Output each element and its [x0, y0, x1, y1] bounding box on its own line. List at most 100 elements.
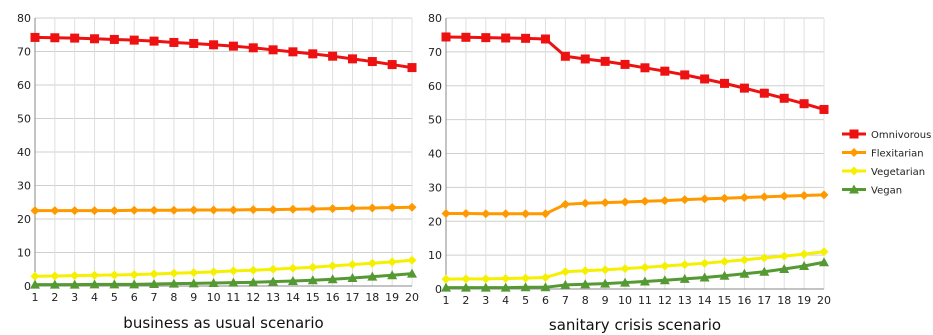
data-point-omnivorous	[308, 49, 318, 59]
data-point-omnivorous	[819, 104, 829, 114]
y-tick-label: 0	[435, 283, 442, 296]
series-omnivorous	[441, 32, 829, 114]
data-point-vegan	[659, 275, 670, 285]
data-point-vegetarian	[441, 274, 451, 284]
legend-marker	[849, 166, 859, 176]
data-point-vegan	[520, 282, 531, 292]
data-point-vegetarian	[407, 255, 417, 265]
series-vegetarian	[30, 255, 417, 281]
data-point-flexitarian	[407, 202, 417, 212]
data-point-omnivorous	[30, 32, 40, 42]
data-point-flexitarian	[387, 203, 397, 213]
series-line-vegan	[446, 260, 825, 290]
y-tick-label: 50	[428, 114, 442, 127]
data-point-vegetarian	[209, 267, 219, 277]
data-point-flexitarian	[149, 205, 159, 215]
data-point-vegetarian	[461, 274, 471, 284]
x-tick-label: 5	[522, 294, 529, 307]
y-tick-label: 60	[17, 79, 31, 92]
data-point-vegetarian	[347, 260, 357, 270]
data-point-omnivorous	[660, 66, 670, 76]
x-tick-label: 9	[190, 291, 197, 304]
data-point-flexitarian	[367, 203, 377, 213]
x-tick-label: 15	[306, 291, 320, 304]
data-point-vegetarian	[759, 253, 769, 263]
x-tick-label: 20	[817, 294, 831, 307]
y-tick-label: 10	[428, 249, 442, 262]
legend-marker	[849, 148, 859, 157]
data-point-omnivorous	[288, 47, 298, 57]
data-point-omnivorous	[481, 33, 491, 43]
data-point-flexitarian	[248, 205, 258, 215]
data-point-vegetarian	[680, 260, 690, 270]
data-point-flexitarian	[501, 209, 511, 219]
data-point-omnivorous	[129, 35, 139, 45]
x-tick-label: 9	[602, 294, 609, 307]
data-point-vegan	[620, 277, 631, 287]
data-point-flexitarian	[620, 197, 630, 207]
data-point-omnivorous	[580, 54, 590, 64]
series-flexitarian	[441, 190, 829, 219]
data-point-vegan	[639, 276, 650, 286]
data-point-omnivorous	[407, 63, 417, 73]
data-point-vegan	[109, 279, 120, 289]
data-point-vegetarian	[129, 270, 139, 280]
data-point-omnivorous	[600, 56, 610, 66]
x-tick-label: 19	[385, 291, 399, 304]
data-point-vegetarian	[248, 265, 258, 275]
data-point-omnivorous	[367, 57, 377, 67]
data-point-flexitarian	[580, 198, 590, 208]
data-point-flexitarian	[799, 191, 809, 201]
data-point-flexitarian	[109, 206, 119, 216]
y-tick-label: 70	[17, 46, 31, 59]
x-tick-label: 7	[562, 294, 569, 307]
series-vegan	[441, 257, 829, 292]
y-tick-label: 10	[17, 247, 31, 260]
legend-label: Omnivorous	[871, 130, 931, 141]
data-point-omnivorous	[189, 38, 199, 48]
legend-item-flexitarian: Flexitarian	[842, 148, 924, 160]
data-point-vegan	[799, 260, 810, 270]
x-tick-label: 17	[757, 294, 771, 307]
data-point-vegetarian	[620, 264, 630, 274]
data-point-vegetarian	[660, 261, 670, 271]
x-tick-label: 6	[542, 294, 549, 307]
data-point-vegetarian	[288, 263, 298, 273]
x-tick-label: 10	[207, 291, 221, 304]
data-point-omnivorous	[700, 74, 710, 84]
data-point-vegetarian	[367, 258, 377, 268]
data-point-vegan	[540, 282, 551, 292]
data-point-omnivorous	[521, 33, 531, 43]
legend-item-vegetarian: Vegetarian	[842, 166, 925, 178]
data-point-vegetarian	[90, 270, 100, 280]
x-tick-label: 8	[170, 291, 177, 304]
series-vegan	[30, 268, 417, 289]
data-point-vegetarian	[700, 258, 710, 268]
data-point-vegetarian	[109, 270, 119, 280]
data-point-vegan	[460, 282, 471, 292]
data-point-omnivorous	[461, 32, 471, 42]
data-point-omnivorous	[387, 60, 397, 70]
data-point-flexitarian	[328, 204, 338, 214]
y-tick-label: 80	[428, 12, 442, 25]
x-tick-label: 11	[226, 291, 240, 304]
data-point-vegetarian	[189, 268, 199, 278]
data-point-flexitarian	[70, 206, 80, 216]
x-tick-label: 3	[482, 294, 489, 307]
data-point-flexitarian	[461, 208, 471, 218]
x-tick-label: 13	[678, 294, 692, 307]
data-point-vegan	[580, 279, 591, 289]
data-point-flexitarian	[660, 196, 670, 206]
x-tick-label: 19	[797, 294, 811, 307]
data-point-flexitarian	[268, 205, 278, 215]
x-tick-label: 14	[698, 294, 712, 307]
data-point-vegetarian	[560, 267, 570, 277]
x-tick-label: 2	[51, 291, 58, 304]
x-tick-label: 15	[718, 294, 732, 307]
data-point-flexitarian	[739, 193, 749, 203]
x-tick-label: 16	[326, 291, 340, 304]
data-point-vegan	[208, 277, 219, 287]
data-point-vegetarian	[739, 255, 749, 265]
data-point-vegetarian	[540, 272, 550, 282]
data-point-flexitarian	[347, 203, 357, 213]
